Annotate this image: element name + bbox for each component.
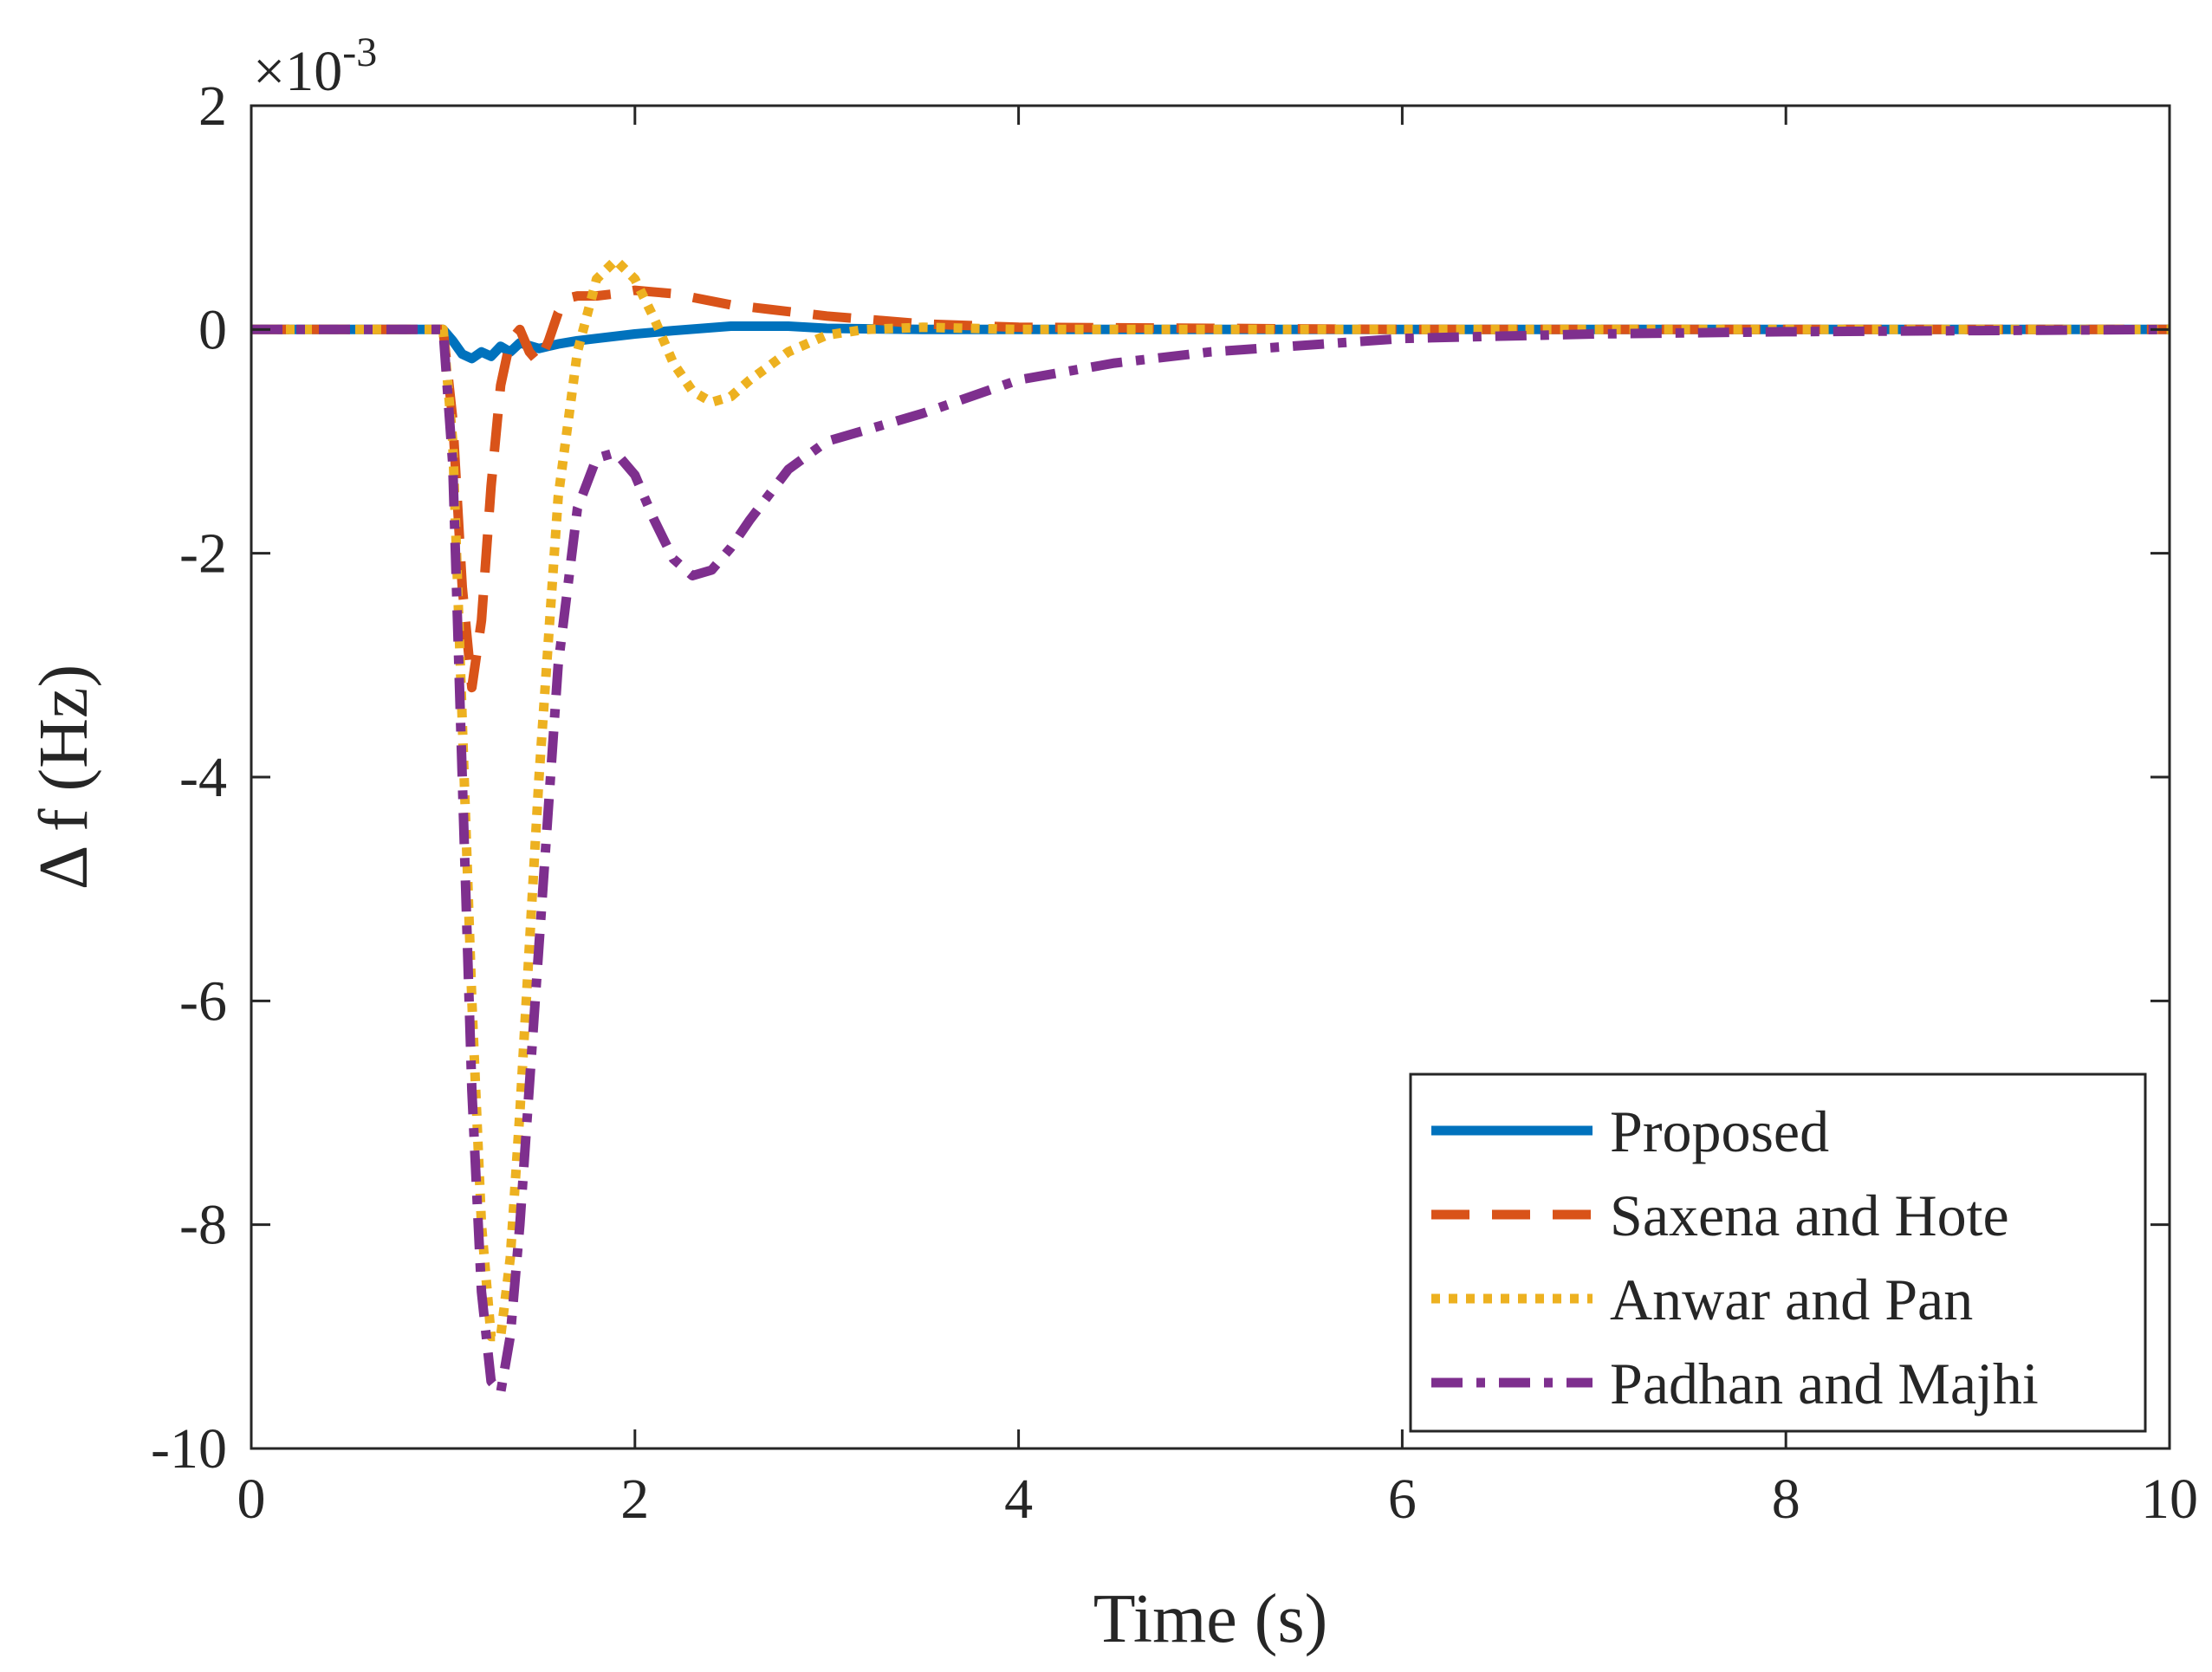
legend: Proposed Saxena and Hote Anwar and Pan Padh…: [1409, 1073, 2147, 1433]
y-tick-label: 0: [198, 298, 227, 361]
y-tick-label: -4: [179, 746, 227, 809]
x-tick-label: 4: [1004, 1468, 1033, 1531]
tick-layer: 0 2 4 6 8 10 2 0 -2 -4 -6 -8 -10: [151, 75, 2198, 1531]
legend-label-1: Proposed: [1610, 1098, 1829, 1164]
y-tick-label: -2: [179, 522, 227, 586]
series-layer: [251, 255, 2170, 1397]
legend-label-4: Padhan and Majhi: [1610, 1351, 2039, 1416]
x-tick-label: 6: [1388, 1468, 1417, 1531]
legend-items: Proposed Saxena and Hote Anwar and Pan Padh…: [1431, 1098, 2039, 1416]
x-tick-label: 8: [1772, 1468, 1800, 1531]
y-tick-label: -10: [151, 1417, 227, 1481]
y-tick-label: -8: [179, 1194, 227, 1257]
x-tick-label: 10: [2141, 1468, 2198, 1531]
legend-label-2: Saxena and Hote: [1610, 1183, 2009, 1248]
series-line-2: [251, 285, 2170, 693]
legend-label-3: Anwar and Pan: [1610, 1267, 1973, 1332]
series-line-3: [251, 255, 2170, 1342]
x-axis-label: Time (s): [1093, 1581, 1327, 1657]
x-tick-label: 0: [237, 1468, 266, 1531]
y-tick-label: 2: [198, 75, 227, 138]
y-tick-label: -6: [179, 969, 227, 1033]
y-axis-label: Δ f (Hz): [26, 664, 102, 890]
y-exponent-label: ×10-3: [253, 29, 377, 103]
series-line-4: [251, 324, 2170, 1397]
x-tick-label: 2: [620, 1468, 649, 1531]
